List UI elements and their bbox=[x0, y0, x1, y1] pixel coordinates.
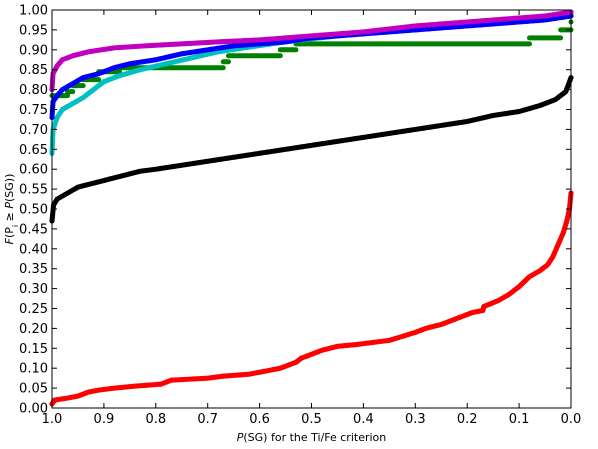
x-axis-label: P(SG) for the Ti/Fe criterion bbox=[237, 431, 387, 444]
y-axis-label: F(Pi ≥ P(SG)) bbox=[3, 174, 20, 245]
y-tick-label: 0.35 bbox=[19, 262, 48, 277]
x-axis-label-rest: (SG) for the Ti/Fe criterion bbox=[243, 431, 386, 444]
series-2 bbox=[49, 75, 574, 224]
x-tick-label: 0.0 bbox=[561, 412, 582, 427]
x-tick-label: 0.2 bbox=[457, 412, 478, 427]
y-tick-label: 0.00 bbox=[19, 402, 48, 417]
y-tick-label: 0.75 bbox=[19, 103, 48, 118]
x-tick-label: 0.8 bbox=[145, 412, 166, 427]
x-tick-label: 0.6 bbox=[249, 412, 270, 427]
y-tick-label: 0.85 bbox=[19, 63, 48, 78]
y-tick-label: 0.90 bbox=[19, 43, 48, 58]
ticks-layer: 1.0 0.9 0.8 0.7 0.6 0.5 0.4 0.3 0.2 0.1 0.0 0.00 0.0… bbox=[19, 4, 581, 428]
y-tick-label: 0.95 bbox=[19, 23, 48, 38]
x-tick-label: 0.1 bbox=[509, 412, 530, 427]
y-tick-label: 0.30 bbox=[19, 282, 48, 297]
series-6 bbox=[49, 9, 574, 93]
y-tick-label: 0.65 bbox=[19, 143, 48, 158]
x-tick-label: 0.4 bbox=[353, 412, 374, 427]
y-tick-label: 0.20 bbox=[19, 322, 48, 337]
y-tick-label: 0.40 bbox=[19, 242, 48, 257]
y-tick-label: 0.55 bbox=[19, 183, 48, 198]
y-tick-label: 0.05 bbox=[19, 382, 48, 397]
y-axis-label-sub: i bbox=[11, 225, 20, 227]
x-tick-label: 0.3 bbox=[405, 412, 426, 427]
y-tick-label: 0.45 bbox=[19, 222, 48, 237]
y-tick-label: 0.15 bbox=[19, 342, 48, 357]
y-tick-label: 0.50 bbox=[19, 203, 48, 218]
x-tick-label: 0.5 bbox=[301, 412, 322, 427]
y-axis-label-mid: (P bbox=[3, 227, 16, 238]
series-1 bbox=[49, 190, 574, 407]
y-tick-label: 0.25 bbox=[19, 302, 48, 317]
y-axis-label-p: P bbox=[3, 202, 16, 209]
x-tick-label: 1.0 bbox=[42, 412, 63, 427]
x-tick-label: 0.7 bbox=[197, 412, 218, 427]
y-axis-label-ge: ≥ bbox=[3, 209, 16, 225]
series-3 bbox=[49, 19, 574, 99]
x-tick-label: 0.9 bbox=[94, 412, 115, 427]
y-tick-label: 1.00 bbox=[19, 4, 48, 19]
y-tick-label: 0.80 bbox=[19, 83, 48, 98]
series-5 bbox=[49, 13, 574, 121]
series-layer bbox=[49, 9, 574, 407]
y-axis-label-f: F bbox=[3, 237, 16, 244]
y-axis-label-end: (SG)) bbox=[3, 174, 16, 202]
y-tick-label: 0.60 bbox=[19, 163, 48, 178]
x-axis-label-italic: P bbox=[237, 431, 244, 444]
y-tick-label: 0.70 bbox=[19, 123, 48, 138]
y-tick-label: 0.10 bbox=[19, 362, 48, 377]
series-4 bbox=[49, 11, 574, 156]
